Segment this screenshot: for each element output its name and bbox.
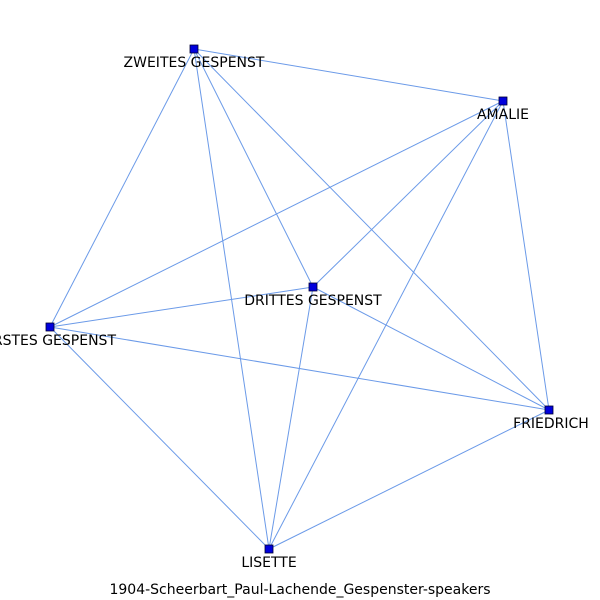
node-amalie[interactable] [498,96,508,106]
edges-layer [49,48,550,550]
edge-amalie-friedrich [502,100,550,411]
node-zweites[interactable] [189,44,199,54]
edge-zweites-amalie [193,48,504,102]
edge-amalie-drittes [312,100,504,288]
node-friedrich[interactable] [544,405,554,415]
edge-zweites-erstes [49,48,195,328]
edge-erstes-lisette [49,326,270,550]
node-erstes[interactable] [45,322,55,332]
nodes-layer [45,44,554,554]
node-label-lisette: LISETTE [241,555,296,571]
labels-layer: ZWEITES GESPENST AMALIE DRITTES GESPENST ER… [0,55,589,571]
node-label-amalie: AMALIE [477,107,529,123]
node-lisette[interactable] [264,544,274,554]
node-drittes[interactable] [308,282,318,292]
edge-drittes-erstes [49,286,314,328]
graph-caption: 1904-Scheerbart_Paul-Lachende_Gespenster… [109,582,491,598]
node-label-friedrich: FRIEDRICH [513,416,589,432]
edge-zweites-drittes [193,48,314,288]
edge-drittes-lisette [268,286,314,550]
node-label-drittes: DRITTES GESPENST [244,293,382,309]
edge-amalie-erstes [49,100,504,328]
edge-friedrich-lisette [268,409,550,550]
edge-erstes-friedrich [49,326,550,411]
edge-drittes-friedrich [312,286,550,411]
node-label-erstes: ERSTES GESPENST [0,333,116,349]
node-label-zweites: ZWEITES GESPENST [124,55,265,71]
